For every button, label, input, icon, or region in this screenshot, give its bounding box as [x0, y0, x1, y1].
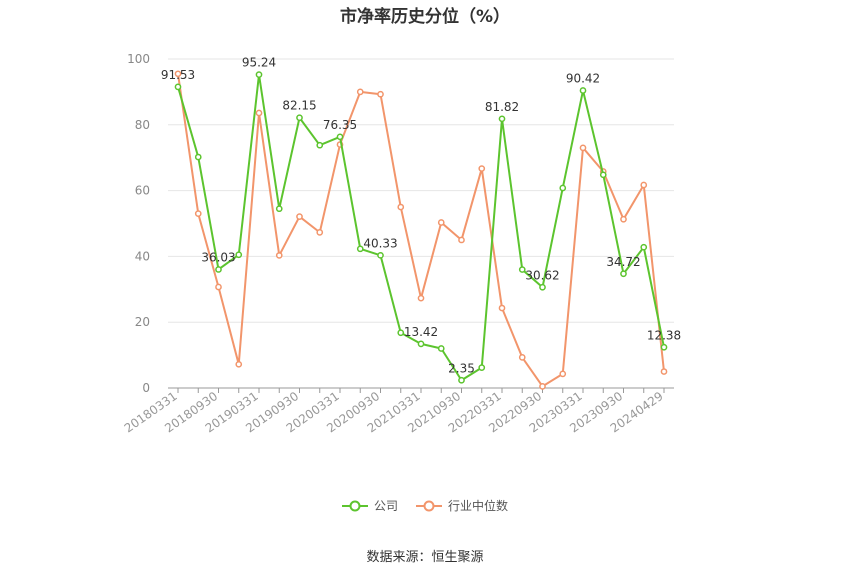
- data-label: 36.03: [201, 250, 235, 264]
- data-label: 91.53: [161, 68, 195, 82]
- data-point-0: [194, 153, 202, 161]
- data-point-0: [660, 343, 668, 351]
- y-tick-label: 20: [135, 315, 150, 329]
- data-point-1: [235, 360, 243, 368]
- data-point-0: [174, 83, 182, 91]
- data-point-0: [458, 376, 465, 384]
- data-point-0: [356, 245, 364, 253]
- data-point-1: [215, 283, 222, 291]
- data-point-0: [620, 270, 627, 278]
- source-note: 数据来源：恒生聚源: [366, 550, 484, 565]
- data-point-1: [275, 252, 283, 259]
- data-label: 90.42: [566, 72, 600, 86]
- data-label: 2.35: [448, 361, 475, 375]
- legend-item-industry-median[interactable]: 行业中位数: [416, 497, 508, 514]
- legend: 公司 行业中位数: [0, 497, 850, 514]
- data-label: 40.33: [363, 236, 397, 250]
- data-point-0: [377, 251, 384, 259]
- data-point-1: [356, 88, 364, 96]
- data-point-1: [377, 90, 384, 98]
- legend-label-industry-median: 行业中位数: [448, 499, 509, 513]
- legend-item-company[interactable]: 公司: [341, 497, 398, 514]
- data-point-0: [235, 251, 243, 259]
- y-tick-label: 40: [135, 249, 150, 263]
- data-label: 82.15: [282, 99, 316, 113]
- y-tick-label: 60: [135, 184, 150, 198]
- data-point-0: [296, 114, 303, 122]
- data-point-0: [599, 171, 607, 179]
- data-point-0: [518, 266, 526, 273]
- data-point-0: [255, 71, 263, 79]
- data-point-0: [559, 184, 567, 192]
- data-point-0: [215, 266, 222, 273]
- data-point-1: [498, 304, 506, 312]
- data-point-1: [437, 219, 445, 226]
- data-point-1: [417, 294, 425, 302]
- data-point-1: [539, 383, 546, 390]
- data-point-1: [579, 144, 587, 152]
- data-point-0: [316, 141, 324, 149]
- data-point-1: [174, 70, 182, 78]
- data-point-1: [478, 165, 486, 172]
- data-label: 95.24: [242, 56, 276, 70]
- y-tick-label: 80: [135, 118, 150, 132]
- data-point-0: [336, 133, 344, 141]
- data-label: 34.72: [606, 255, 640, 269]
- data-point-1: [559, 370, 567, 378]
- data-point-0: [397, 329, 405, 337]
- data-label: 13.42: [404, 325, 438, 339]
- data-point-0: [539, 283, 546, 291]
- data-point-1: [458, 236, 465, 244]
- data-label: 81.82: [485, 100, 519, 114]
- data-point-1: [194, 210, 202, 217]
- data-point-0: [417, 340, 425, 348]
- data-point-1: [296, 213, 303, 220]
- data-point-0: [275, 205, 283, 213]
- chart-title: 市净率历史分位（%）: [339, 7, 511, 27]
- data-point-1: [640, 181, 648, 189]
- data-point-1: [316, 229, 324, 236]
- data-point-0: [437, 345, 445, 352]
- legend-label-company: 公司: [373, 499, 398, 513]
- data-label: 76.35: [323, 118, 357, 132]
- data-point-1: [620, 215, 627, 223]
- data-point-1: [397, 203, 405, 211]
- data-point-0: [640, 243, 648, 251]
- data-point-1: [660, 368, 668, 375]
- data-label: 30.62: [525, 268, 559, 282]
- data-point-1: [518, 354, 526, 361]
- data-point-0: [579, 87, 587, 94]
- data-point-1: [255, 109, 263, 117]
- y-tick-label: 0: [142, 381, 150, 395]
- data-label: 12.38: [647, 328, 681, 342]
- data-point-0: [498, 115, 506, 123]
- data-point-0: [478, 364, 486, 371]
- y-tick-label: 100: [127, 52, 150, 66]
